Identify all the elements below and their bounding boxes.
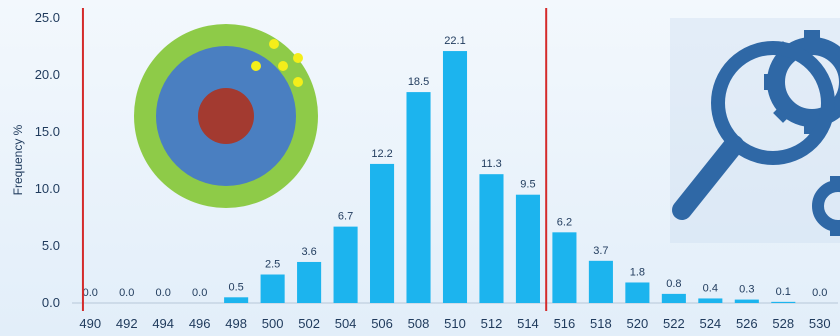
bar bbox=[771, 301, 796, 303]
x-tick-label: 504 bbox=[335, 316, 357, 331]
data-label: 0.0 bbox=[83, 287, 98, 299]
x-tick-label: 528 bbox=[772, 316, 794, 331]
y-tick-label: 15.0 bbox=[35, 124, 60, 139]
data-label: 0.1 bbox=[776, 286, 791, 298]
x-tick-label: 498 bbox=[225, 316, 247, 331]
x-tick-label: 516 bbox=[554, 316, 576, 331]
bar bbox=[661, 293, 686, 303]
data-label: 0.0 bbox=[156, 287, 171, 299]
bar bbox=[370, 163, 395, 303]
gear-icon-small bbox=[812, 176, 840, 236]
bar bbox=[625, 282, 650, 303]
x-tick-label: 524 bbox=[699, 316, 721, 331]
bar bbox=[406, 92, 431, 303]
data-label: 1.8 bbox=[630, 266, 645, 278]
magnifier-icon bbox=[672, 41, 835, 220]
data-label: 6.2 bbox=[557, 216, 572, 228]
x-tick-label: 518 bbox=[590, 316, 612, 331]
bar bbox=[442, 51, 468, 304]
y-tick-label: 25.0 bbox=[35, 10, 60, 25]
data-label: 9.5 bbox=[520, 179, 535, 191]
bar bbox=[734, 299, 759, 303]
y-tick-label: 0.0 bbox=[42, 295, 60, 310]
y-axis-ticks: 0.0 5.0 10.0 15.0 20.0 25.0 bbox=[35, 10, 60, 310]
bar bbox=[479, 174, 504, 303]
magnifier-gear-icon bbox=[670, 18, 840, 243]
data-label: 3.7 bbox=[593, 245, 608, 257]
x-tick-label: 492 bbox=[116, 316, 138, 331]
bar bbox=[698, 298, 723, 303]
x-tick-label: 496 bbox=[189, 316, 211, 331]
data-label: 11.3 bbox=[481, 158, 502, 170]
y-axis-label: Frequency % bbox=[11, 124, 25, 195]
x-tick-label: 510 bbox=[444, 316, 466, 331]
bar bbox=[260, 274, 285, 303]
x-tick-label: 502 bbox=[298, 316, 320, 331]
y-tick-label: 10.0 bbox=[35, 181, 60, 196]
x-tick-label: 526 bbox=[736, 316, 758, 331]
data-label: 0.0 bbox=[119, 287, 134, 299]
data-label: 0.3 bbox=[739, 284, 754, 296]
x-tick-label: 500 bbox=[262, 316, 284, 331]
data-label: 0.4 bbox=[703, 282, 718, 294]
x-axis-ticks: 490 492 494 496 498 500 502 504 506 508 510 512 514 5… bbox=[79, 316, 830, 331]
x-tick-label: 494 bbox=[152, 316, 174, 331]
data-labels: 0.0 0.0 0.0 0.0 0.5 2.5 3.6 6.7 12.2 18.5 22.1 11.3… bbox=[83, 35, 828, 299]
bars bbox=[224, 51, 796, 304]
x-tick-label: 506 bbox=[371, 316, 393, 331]
limit-lines bbox=[81, 8, 548, 311]
data-label: 22.1 bbox=[444, 35, 465, 47]
bar bbox=[333, 226, 358, 303]
data-label: 0.0 bbox=[812, 287, 827, 299]
data-label: 6.7 bbox=[338, 211, 353, 223]
data-label: 0.8 bbox=[666, 278, 681, 290]
x-tick-label: 520 bbox=[627, 316, 649, 331]
bar bbox=[515, 194, 540, 303]
data-label: 0.5 bbox=[228, 281, 243, 293]
x-tick-label: 522 bbox=[663, 316, 685, 331]
bar bbox=[552, 232, 577, 303]
bar bbox=[224, 297, 249, 303]
data-label: 3.6 bbox=[301, 246, 316, 258]
data-label: 0.0 bbox=[192, 287, 207, 299]
y-tick-label: 20.0 bbox=[35, 67, 60, 82]
x-tick-label: 512 bbox=[481, 316, 503, 331]
data-label: 2.5 bbox=[265, 259, 280, 271]
data-label: 12.2 bbox=[371, 148, 392, 160]
x-tick-label: 490 bbox=[79, 316, 101, 331]
x-tick-label: 508 bbox=[408, 316, 430, 331]
bar bbox=[297, 261, 322, 303]
x-tick-label: 514 bbox=[517, 316, 539, 331]
data-label: 18.5 bbox=[408, 76, 429, 88]
target-icon bbox=[134, 24, 318, 208]
y-tick-label: 5.0 bbox=[42, 238, 60, 253]
bar bbox=[588, 260, 613, 303]
x-tick-label: 530 bbox=[809, 316, 831, 331]
